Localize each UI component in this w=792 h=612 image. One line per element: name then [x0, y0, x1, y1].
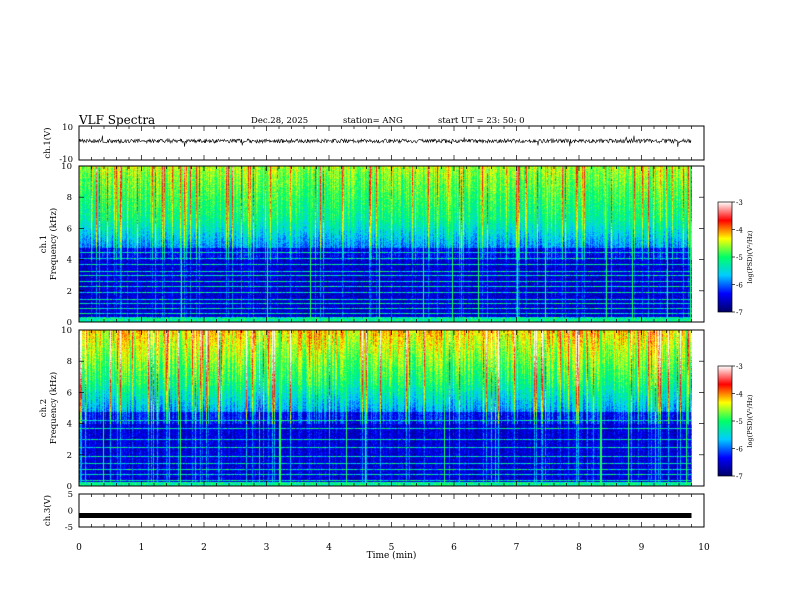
- ch1-waveform-trace: [78, 135, 692, 147]
- ch1-wave-ymin: -10: [59, 155, 73, 165]
- ch1-wave-ylabel: ch.1(V): [42, 127, 53, 158]
- x-tick-label: 9: [639, 543, 645, 553]
- ch1-colorbar-tick-label: -4: [736, 227, 743, 235]
- ch2-ylabel-channel: ch.2: [39, 399, 49, 417]
- header-start-time: start UT = 23: 50: 0: [438, 116, 525, 126]
- ch2-y-tick-label: 4: [67, 420, 72, 430]
- ch2-y-tick-label: 10: [61, 326, 72, 336]
- figure-title: VLF Spectra: [79, 113, 156, 127]
- ch1-wave-ymax: 10: [62, 123, 73, 133]
- ch2-y-tick-label: 6: [67, 388, 72, 398]
- ch1-colorbar-tick-label: -5: [736, 254, 743, 262]
- ch1-spectrogram: [79, 166, 692, 322]
- spectrogram-image: [79, 166, 692, 322]
- x-tick-label: 5: [389, 543, 395, 553]
- ch2-colorbar-tick-label: -3: [736, 363, 743, 371]
- ch1-y-tick-label: 4: [67, 256, 72, 266]
- ch2-y-tick-label: 8: [67, 357, 72, 367]
- x-tick-label: 10: [698, 543, 710, 553]
- ch2-y-tick-label: 2: [67, 451, 72, 461]
- ch1-y-tick-label: 8: [67, 193, 72, 203]
- ch1-y-tick-label: 10: [61, 162, 72, 172]
- x-tick-label: 6: [451, 543, 457, 553]
- x-tick-label: 3: [264, 543, 270, 553]
- header-station: station= ANG: [343, 116, 403, 126]
- ch1-y-tick-label: 6: [67, 224, 72, 234]
- x-tick-label: 4: [326, 543, 332, 553]
- ch2-colorbar-tick-label: -7: [736, 473, 743, 481]
- ch2-ylabel-freq: Frequency (kHz): [48, 372, 59, 444]
- x-axis-label: Time (min): [367, 550, 417, 561]
- ch1-colorbar-label: log(PSD)(V²/Hz): [746, 230, 754, 283]
- ch3-y-tick-label: 5: [68, 490, 73, 500]
- x-tick-label: 0: [76, 543, 82, 553]
- ch2-colorbar-tick-label: -6: [736, 446, 743, 454]
- x-tick-label: 7: [514, 543, 520, 553]
- ch3-y-tick-label: -5: [65, 523, 73, 533]
- panel-frame-w1: [78, 125, 705, 161]
- ch3-ylabel: ch.3(V): [42, 495, 53, 526]
- panel-frames: [78, 125, 705, 528]
- ch1-ylabel-freq: Frequency (kHz): [48, 208, 59, 280]
- colorbars: -3 -4 -5 -6 -7 log(PSD)(V²/Hz) -3 -4 -5 -6 -7 log(P…: [717, 199, 754, 481]
- ch1-colorbar-tick-label: -7: [736, 309, 743, 317]
- x-tick-label: 2: [201, 543, 207, 553]
- ch3-y-tick-label: 0: [68, 507, 73, 517]
- ch2-colorbar: [717, 365, 733, 477]
- ch2-colorbar-tick-label: -5: [736, 418, 743, 426]
- ch2-colorbar-label: log(PSD)(V²/Hz): [746, 394, 754, 447]
- ch1-colorbar-tick-label: -3: [736, 199, 743, 207]
- ch1-y-tick-label: 0: [67, 318, 72, 328]
- spectrogram-image: [79, 330, 692, 486]
- ch2-colorbar-tick-label: -4: [736, 391, 743, 399]
- ch1-waveform: [78, 135, 692, 147]
- ch1-y-tick-label: 2: [67, 287, 72, 297]
- ch2-spectrogram: [79, 330, 692, 486]
- ch2-y-tick-label: 0: [67, 482, 72, 492]
- header-date: Dec.28, 2025: [251, 116, 309, 126]
- ch1-colorbar-tick-label: -6: [736, 282, 743, 290]
- x-tick-label: 8: [576, 543, 582, 553]
- ch1-ylabel-channel: ch.1: [39, 235, 49, 253]
- ch1-colorbar: [717, 201, 733, 313]
- x-tick-label: 1: [139, 543, 145, 553]
